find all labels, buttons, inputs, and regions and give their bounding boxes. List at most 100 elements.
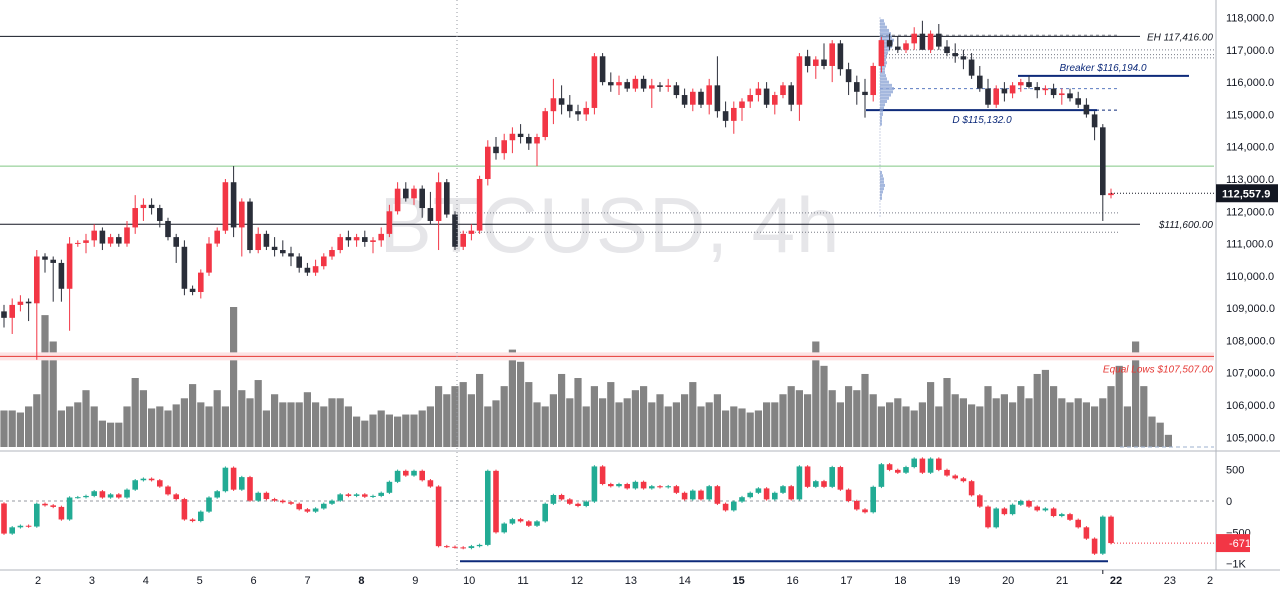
candle[interactable] (821, 59, 827, 66)
candle[interactable] (509, 133, 516, 141)
oscillator-candle[interactable] (657, 486, 663, 488)
oscillator-candle[interactable] (42, 503, 48, 506)
oscillator-candle[interactable] (936, 458, 942, 470)
candle[interactable] (58, 262, 65, 289)
oscillator-candle[interactable] (321, 503, 327, 509)
oscillator-candle[interactable] (493, 470, 499, 533)
oscillator-candle[interactable] (25, 525, 32, 527)
candle[interactable] (878, 40, 885, 66)
oscillator-candle[interactable] (542, 503, 548, 522)
candle[interactable] (919, 33, 926, 50)
candle[interactable] (739, 101, 745, 108)
oscillator-candle[interactable] (616, 484, 622, 487)
candle[interactable] (140, 204, 147, 209)
candle[interactable] (649, 85, 655, 89)
candle[interactable] (1083, 104, 1090, 115)
oscillator-candle[interactable] (116, 494, 122, 498)
candle[interactable] (788, 85, 794, 105)
oscillator-candle[interactable] (813, 481, 819, 487)
oscillator-candle[interactable] (526, 521, 532, 526)
candle[interactable] (116, 237, 122, 244)
candle[interactable] (665, 85, 671, 87)
oscillator-candle[interactable] (337, 494, 343, 501)
candle[interactable] (148, 204, 155, 209)
oscillator-candle[interactable] (419, 470, 425, 481)
oscillator-candle[interactable] (895, 469, 901, 473)
oscillator-candle[interactable] (640, 481, 647, 489)
oscillator-candle[interactable] (255, 492, 261, 501)
candle[interactable] (616, 82, 622, 86)
candle[interactable] (165, 220, 171, 238)
oscillator-candle[interactable] (714, 486, 721, 504)
oscillator-candle[interactable] (189, 519, 196, 522)
candle[interactable] (829, 43, 835, 66)
candle[interactable] (1075, 98, 1081, 105)
oscillator-candle[interactable] (296, 503, 302, 510)
oscillator-candle[interactable] (378, 492, 384, 496)
candle[interactable] (321, 256, 327, 267)
oscillator-candle[interactable] (993, 508, 999, 528)
candle[interactable] (690, 91, 696, 105)
oscillator-candle[interactable] (649, 486, 655, 489)
oscillator-candle[interactable] (1067, 514, 1073, 520)
oscillator-candle[interactable] (17, 525, 24, 528)
oscillator-candle[interactable] (854, 500, 860, 510)
candle[interactable] (403, 188, 409, 199)
oscillator-candle[interactable] (58, 506, 65, 520)
candle[interactable] (1100, 127, 1106, 196)
oscillator-candle[interactable] (485, 470, 491, 545)
candle[interactable] (419, 188, 425, 209)
candle[interactable] (1, 311, 7, 318)
oscillator-candle[interactable] (107, 494, 114, 498)
candle[interactable] (731, 107, 737, 121)
candle[interactable] (813, 59, 819, 66)
candle[interactable] (206, 243, 212, 273)
oscillator-candle[interactable] (157, 480, 163, 487)
oscillator-candle[interactable] (845, 489, 852, 501)
oscillator-candle[interactable] (280, 500, 286, 503)
candle[interactable] (99, 230, 106, 244)
oscillator-candle[interactable] (140, 478, 147, 481)
candle[interactable] (1059, 93, 1065, 96)
oscillator-candle[interactable] (804, 466, 811, 487)
oscillator-candle[interactable] (214, 491, 220, 498)
oscillator-candle[interactable] (706, 486, 712, 500)
candle[interactable] (66, 243, 73, 289)
candle[interactable] (17, 301, 24, 305)
oscillator-candle[interactable] (681, 492, 688, 500)
oscillator-candle[interactable] (632, 481, 639, 489)
oscillator-candle[interactable] (239, 477, 245, 490)
oscillator-candle[interactable] (747, 492, 753, 498)
oscillator-candle[interactable] (1108, 516, 1114, 544)
candle[interactable] (353, 237, 360, 241)
candle[interactable] (230, 182, 237, 228)
oscillator-candle[interactable] (476, 544, 483, 547)
candle[interactable] (42, 256, 48, 260)
oscillator-candle[interactable] (83, 495, 89, 498)
candle[interactable] (263, 233, 270, 247)
oscillator-candle[interactable] (886, 464, 893, 470)
candle[interactable] (526, 137, 532, 144)
candle[interactable] (1001, 88, 1008, 94)
candle[interactable] (993, 88, 999, 105)
candle[interactable] (780, 85, 786, 96)
oscillator-candle[interactable] (1001, 508, 1008, 515)
candle[interactable] (640, 78, 647, 89)
candle[interactable] (772, 95, 778, 105)
oscillator-candle[interactable] (624, 484, 630, 489)
oscillator-candle[interactable] (411, 470, 417, 476)
candle[interactable] (75, 242, 81, 244)
oscillator-candle[interactable] (550, 494, 557, 504)
candle[interactable] (394, 188, 401, 212)
oscillator-candle[interactable] (1042, 508, 1049, 511)
candle[interactable] (296, 256, 302, 268)
oscillator-candle[interactable] (124, 489, 130, 498)
oscillator-candle[interactable] (509, 519, 516, 524)
oscillator-candle[interactable] (444, 546, 450, 548)
oscillator-candle[interactable] (181, 499, 188, 520)
oscillator-candle[interactable] (1009, 504, 1016, 515)
candle[interactable] (903, 43, 909, 50)
candle[interactable] (485, 146, 491, 179)
candle[interactable] (960, 56, 967, 60)
oscillator-candle[interactable] (796, 466, 803, 500)
